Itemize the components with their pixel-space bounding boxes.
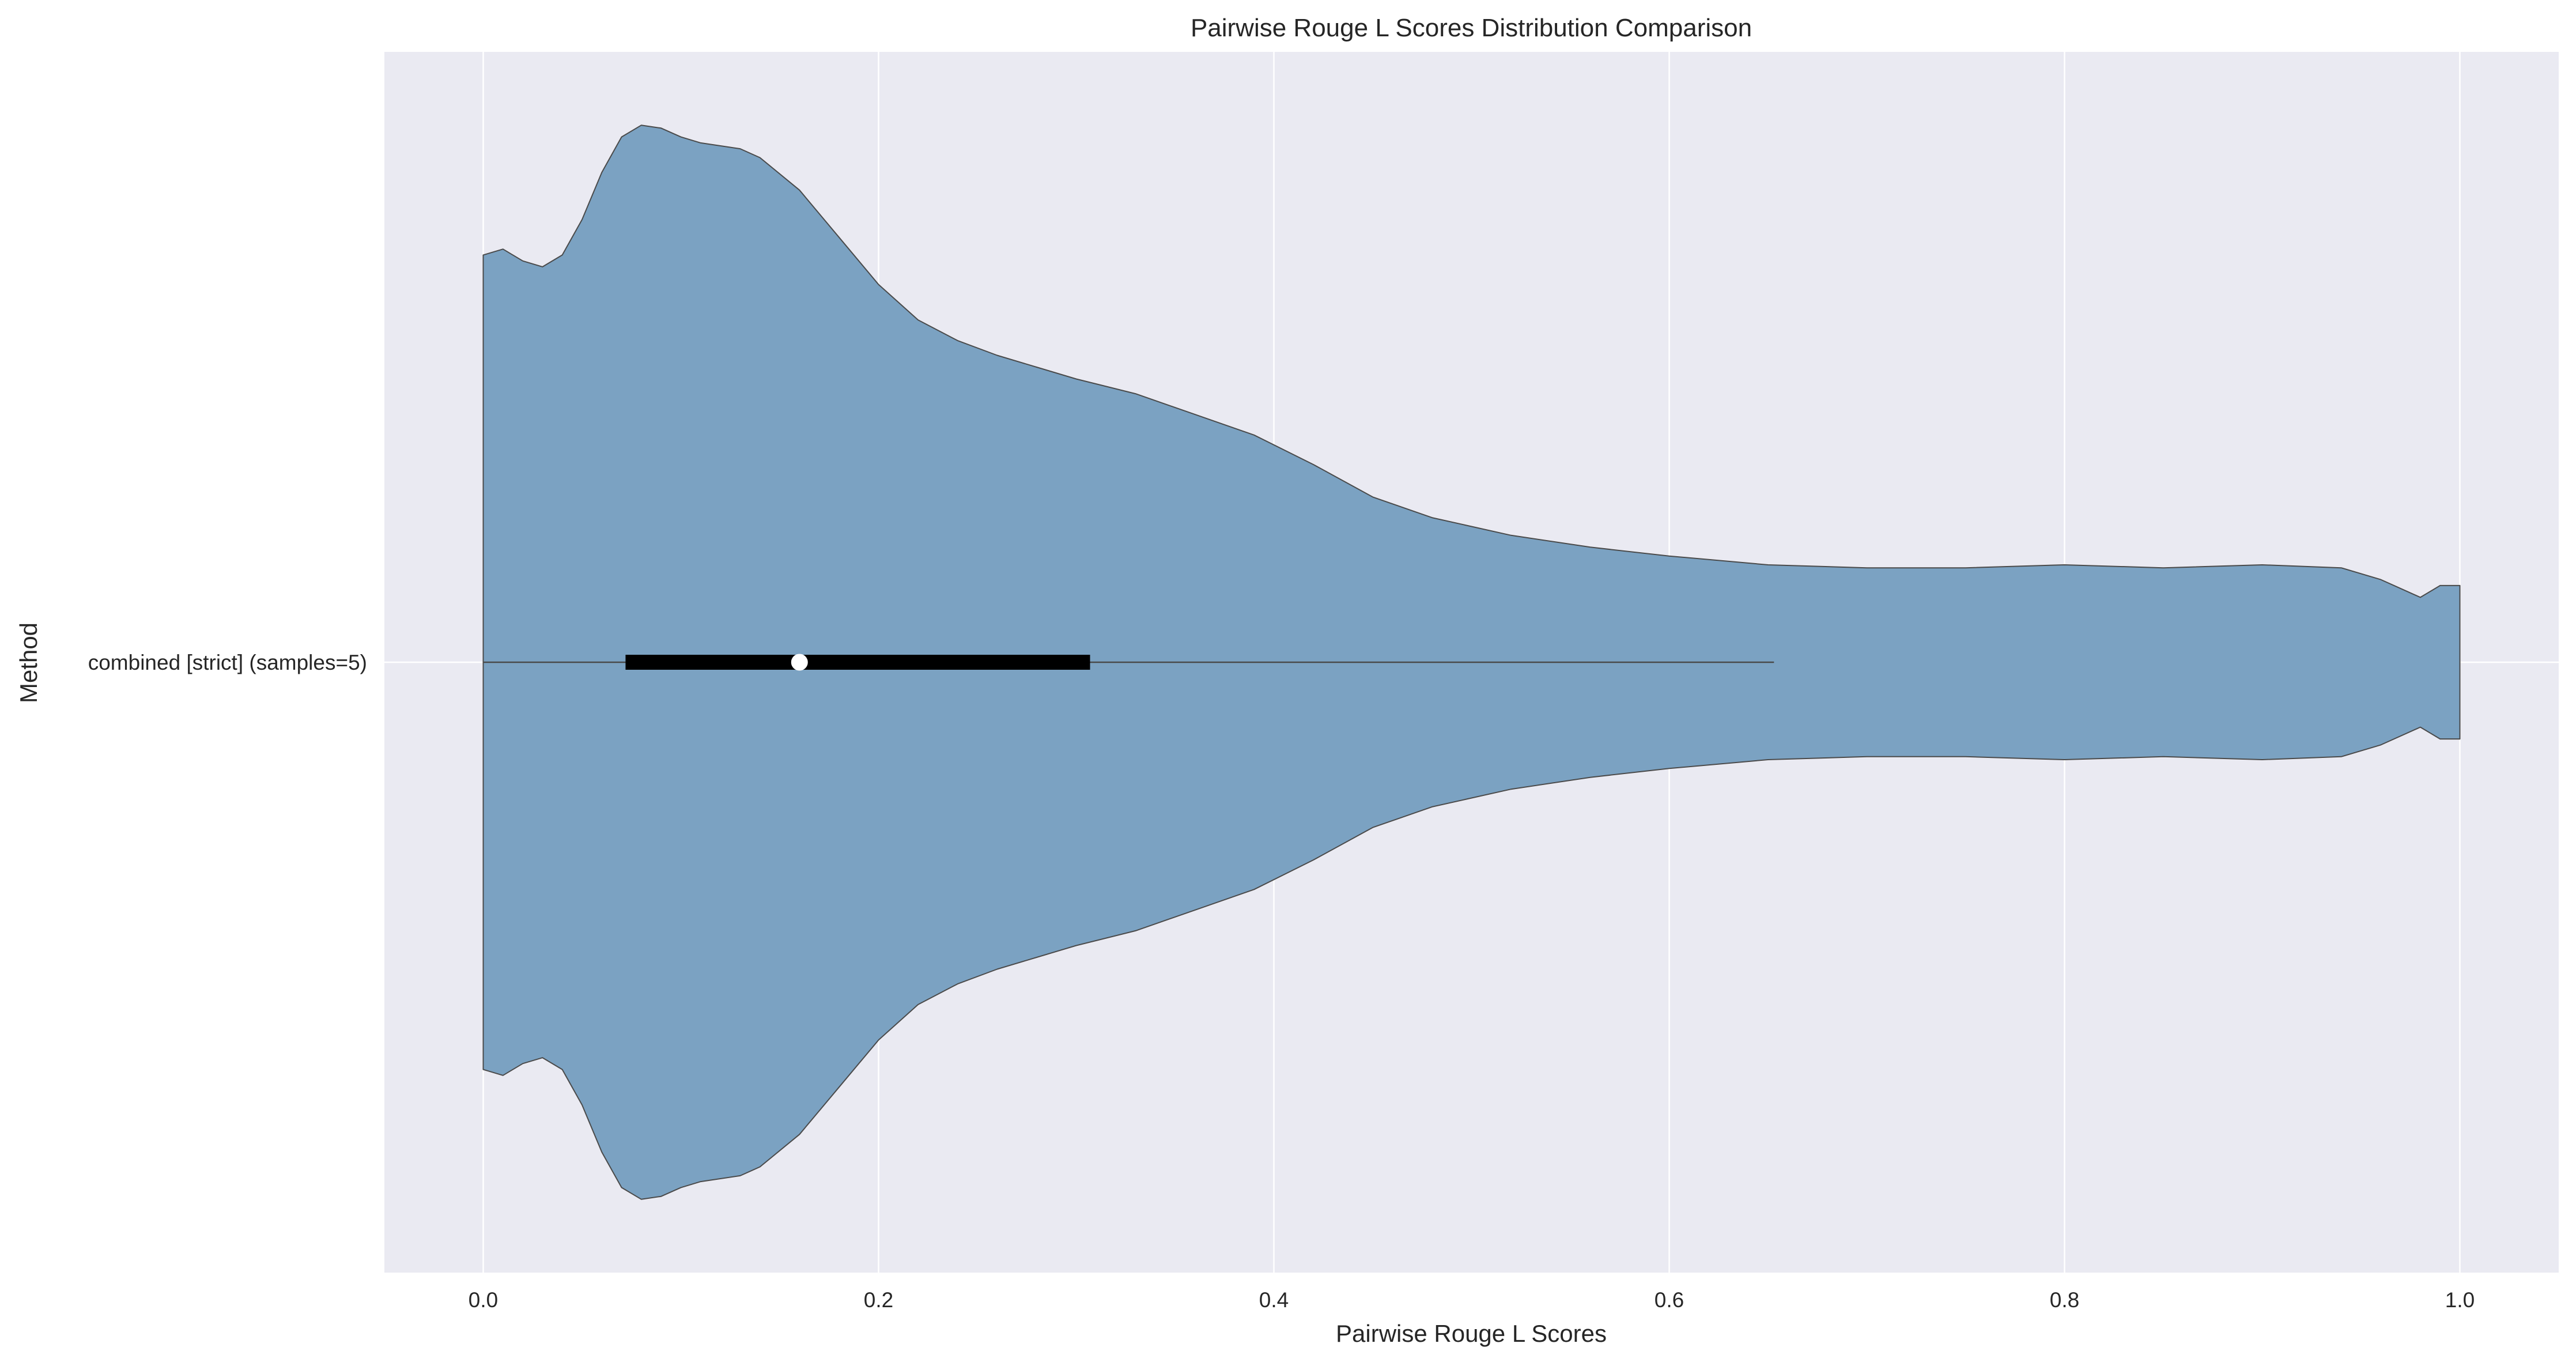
violin-iqr-box xyxy=(625,655,1090,670)
y-axis-label: Method xyxy=(15,622,42,703)
x-tick-label: 0.4 xyxy=(1259,1288,1289,1312)
chart-title: Pairwise Rouge L Scores Distribution Com… xyxy=(1191,14,1752,42)
category-labels: combined [strict] (samples=5) xyxy=(88,651,367,674)
x-tick-label: 0.8 xyxy=(2050,1288,2079,1312)
x-tick-label: 0.0 xyxy=(469,1288,498,1312)
x-axis-label: Pairwise Rouge L Scores xyxy=(1336,1320,1607,1347)
category-label: combined [strict] (samples=5) xyxy=(88,651,367,674)
violins xyxy=(482,124,2461,1200)
x-tick-label: 1.0 xyxy=(2445,1288,2475,1312)
x-tick-labels: 0.0 0.2 0.4 0.6 0.8 1.0 xyxy=(469,1288,2475,1312)
x-tick-label: 0.6 xyxy=(1655,1288,1684,1312)
violin-median-point xyxy=(791,654,808,671)
x-tick-label: 0.2 xyxy=(864,1288,893,1312)
